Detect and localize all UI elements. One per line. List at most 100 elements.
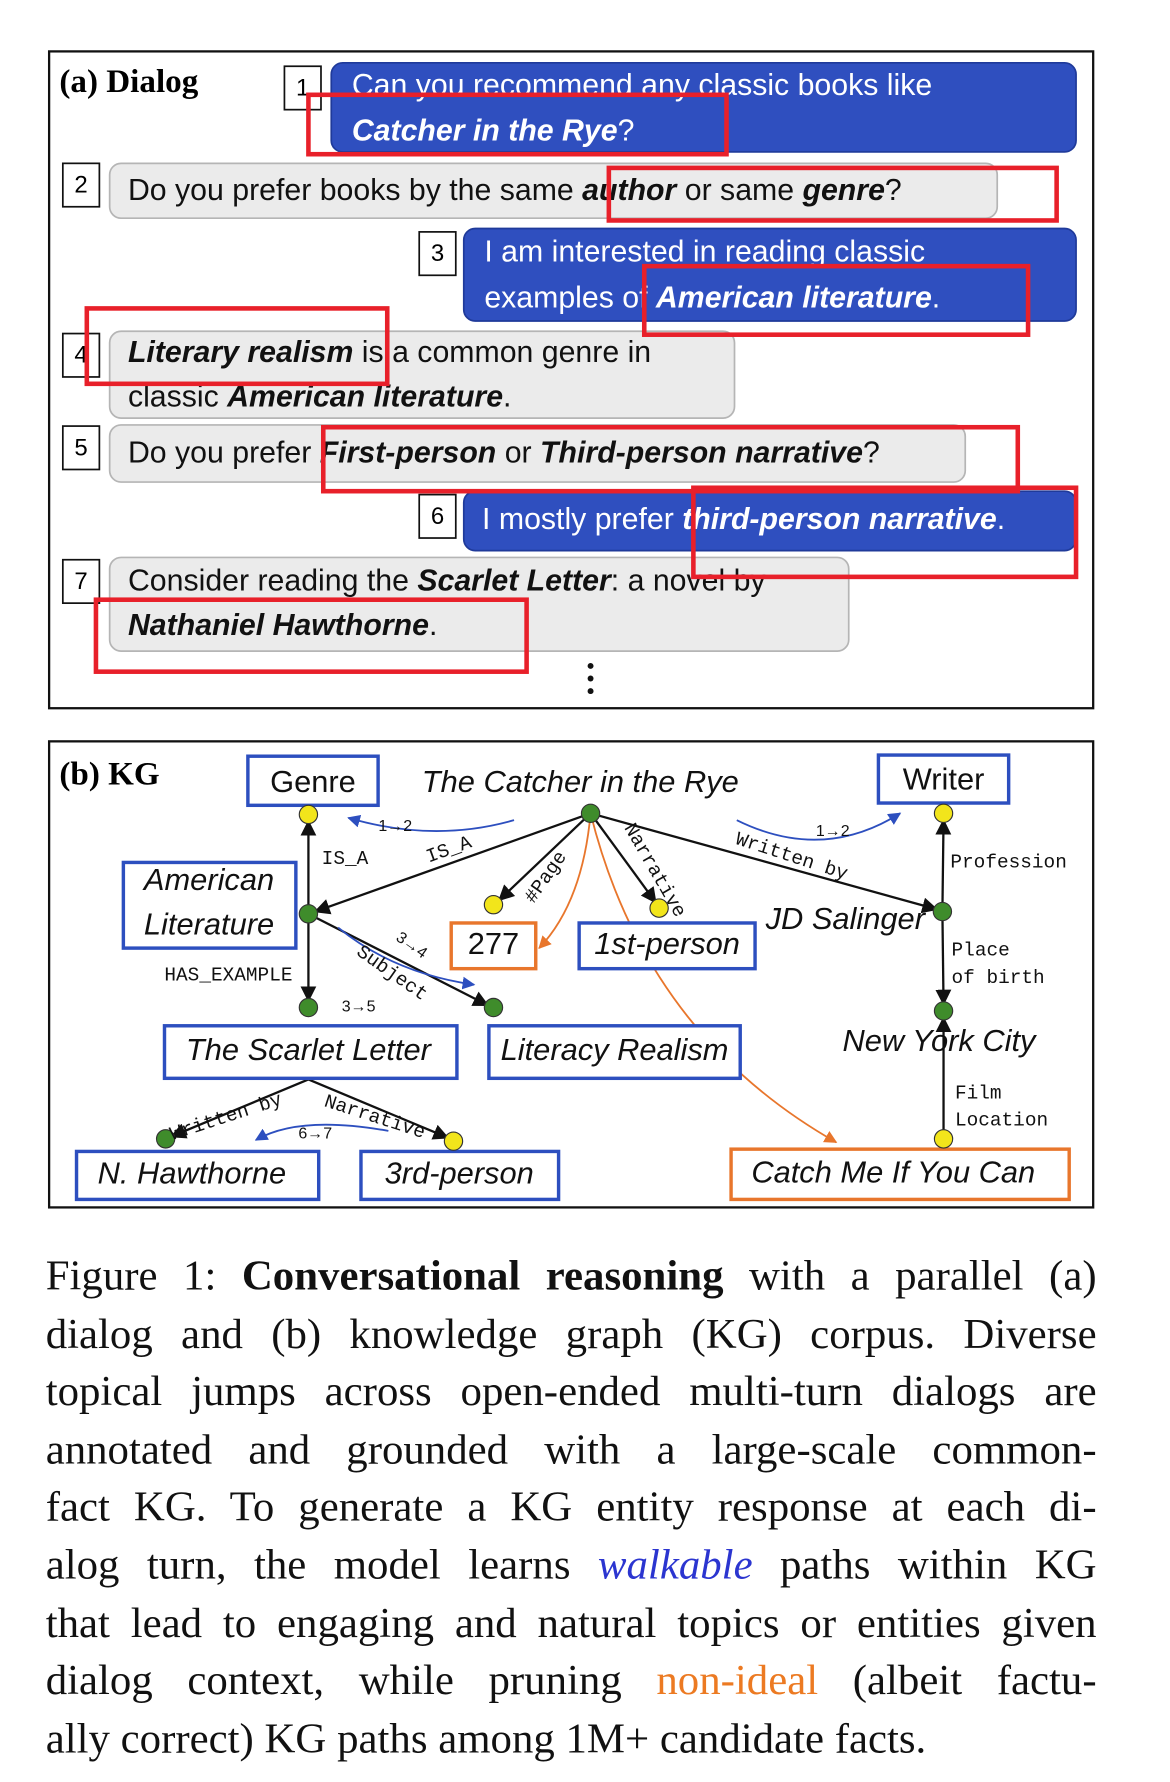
kg-edge <box>935 911 952 1006</box>
turn-text: Third-person narrative <box>540 437 863 470</box>
entity-label: Catch Me If You Can <box>751 1154 1035 1189</box>
annotation-boxes <box>84 92 1079 674</box>
turn-number-box <box>61 332 101 378</box>
turn-text-line: classic American literature. <box>128 381 512 414</box>
entity-dot <box>298 904 319 924</box>
entity-dot <box>443 1131 464 1151</box>
knowledge-graph: Genre The Catcher in the Rye Writer America… <box>74 753 1071 1202</box>
turn-text-line: I am interested in reading classic <box>484 236 925 269</box>
entity-box <box>246 754 380 808</box>
walk-arrow <box>538 813 592 950</box>
walk-arrow <box>736 812 902 841</box>
relation-label: HAS_EXAMPLE <box>164 965 292 987</box>
turn-text-line: examples of American literature. <box>484 281 940 314</box>
turn-number: 6 <box>431 503 444 530</box>
entity-box <box>729 1147 1071 1202</box>
entity-label: 277 <box>468 926 519 961</box>
turn-number: 3 <box>431 240 444 267</box>
caption-text: paths within KG <box>752 1542 1097 1589</box>
turn-text-line: Catcher in the Rye? <box>352 115 635 148</box>
ellipsis-dot <box>587 675 594 682</box>
turn-number-box <box>61 558 101 604</box>
caption-line: annotated and grounded with a large-scal… <box>46 1422 1097 1480</box>
entity-box <box>577 921 757 971</box>
entity-dot <box>649 898 669 918</box>
caption-line: fact KG. To generate a KG entity respons… <box>46 1480 1097 1538</box>
turn-text: ? <box>618 115 635 148</box>
turn-text: Scarlet Letter <box>417 565 613 598</box>
relation-label: of birth <box>952 967 1045 989</box>
caption-text: ally correct) KG paths among 1M+ candida… <box>45 1715 927 1763</box>
turn-text: American literature <box>226 381 503 414</box>
caption-text: topical jumps across open-ended multi-tu… <box>45 1368 1097 1416</box>
relation-label: Location <box>955 1110 1048 1132</box>
speech-bubble <box>108 556 850 652</box>
turn-text-line: Consider reading the Scarlet Letter: a n… <box>128 565 766 598</box>
entity-dot <box>483 894 504 915</box>
turn-text: American literature <box>655 281 932 314</box>
caption-line: dialog and (b) knowledge graph (KG) corp… <box>46 1306 1097 1364</box>
caption-line: topical jumps across open-ended multi-tu… <box>46 1364 1097 1422</box>
turn-text-line: Do you prefer First-person or Third-pers… <box>128 437 880 470</box>
ellipsis-dot <box>587 662 594 669</box>
relation-label: Film <box>955 1082 1002 1104</box>
dialog-turns: 1 Can you recommend any classic books lik… <box>61 61 1077 652</box>
caption-line: alog turn, the model learns walkable pat… <box>46 1538 1097 1596</box>
turn-text: I mostly prefer <box>482 503 682 536</box>
turn-number-box <box>418 493 457 539</box>
entity-box <box>449 921 538 971</box>
speech-bubble <box>108 162 999 220</box>
turn-text: . <box>932 281 940 314</box>
caption-text: Conversational reasoning <box>241 1253 724 1300</box>
ellipsis-dot <box>587 688 594 695</box>
turn-text: Do you prefer <box>128 437 320 470</box>
entity-dot <box>932 901 953 922</box>
turn-text: examples of <box>484 281 656 314</box>
turn-text: Do you prefer books by the same <box>128 174 582 207</box>
caption-text: annotated and grounded with a large-scal… <box>45 1426 1097 1474</box>
kg-edge <box>590 812 939 914</box>
turn-number: 1 <box>296 74 309 101</box>
turn-text-line: Nathaniel Hawthorne. <box>128 609 437 642</box>
annotation-box <box>320 424 1021 494</box>
annotation-box <box>306 92 729 157</box>
annotation-box <box>606 165 1059 223</box>
annotation-box <box>691 485 1079 580</box>
turn-text: third-person narrative <box>682 503 997 536</box>
caption: Figure 1: Conversational reasoning with … <box>46 1249 1097 1769</box>
turn-number-box <box>61 162 101 208</box>
entity-box <box>876 753 1011 805</box>
dialog-label: (a) Dialog <box>59 63 198 100</box>
relation-label: Profession <box>950 852 1066 874</box>
figure-panels: (a) Dialog 1 Can you recommend any classi… <box>47 50 1095 1209</box>
walk-arrow <box>589 813 838 1144</box>
entity-label: N. Hawthorne <box>98 1156 286 1191</box>
entity-label: 3rd-person <box>385 1156 534 1191</box>
turn-text: . <box>503 381 511 414</box>
annotation-box <box>84 306 390 387</box>
caption-text: fact KG. To generate a KG entity respons… <box>45 1484 1097 1532</box>
turn-text: Consider reading the <box>128 565 417 598</box>
entity-box <box>359 1149 561 1202</box>
caption-text: Figure 1: <box>45 1253 242 1300</box>
entity-label: Literacy Realism <box>501 1032 729 1067</box>
entity-label: Writer <box>903 761 985 796</box>
entity-label: The Catcher in the Rye <box>422 764 739 799</box>
turn-text: ? <box>885 174 902 207</box>
speech-bubble <box>462 227 1077 322</box>
entity-dot <box>933 803 954 824</box>
kg-label: (b) KG <box>59 755 159 792</box>
entity-box <box>74 1149 321 1202</box>
relation-label: Place <box>952 940 1010 962</box>
kg-edge <box>313 812 591 915</box>
turn-text: or <box>496 437 540 470</box>
entity-dot <box>933 1129 954 1149</box>
entity-dot <box>580 803 601 824</box>
entity-label: Genre <box>270 764 356 799</box>
entity-label: American <box>142 862 274 897</box>
caption-text: dialog and (b) knowledge graph (KG) corp… <box>45 1310 1097 1358</box>
kg-edge <box>169 1078 309 1139</box>
turn-step-label: 1→2 <box>816 823 850 840</box>
turn-text: . <box>429 609 437 642</box>
